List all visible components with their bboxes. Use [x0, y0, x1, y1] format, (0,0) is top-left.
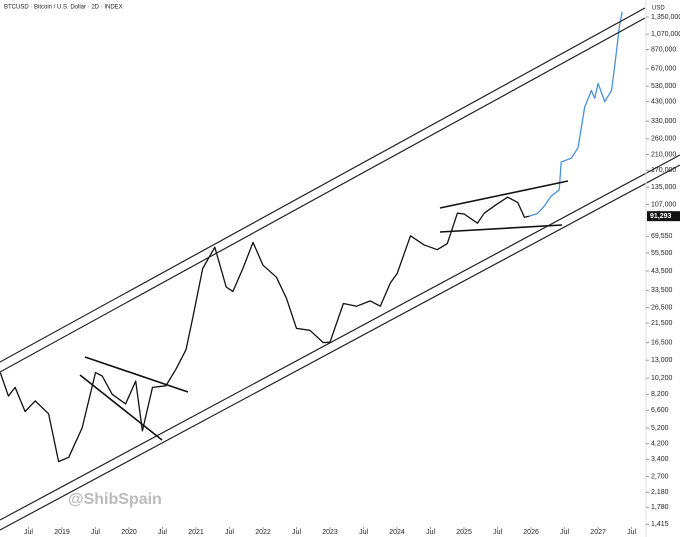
- plot-area: [0, 11, 623, 463]
- price-tag: [647, 211, 680, 222]
- price-tag-label: 91,293: [650, 213, 672, 220]
- y-tick-label: 21,500: [651, 320, 673, 327]
- y-tick-label: 3,400: [651, 456, 669, 463]
- y-tick-label: 69,550: [651, 233, 673, 240]
- y-tick-label: 170,000: [651, 167, 676, 174]
- x-tick-label: Jul: [359, 529, 368, 536]
- y-tick-label: 260,000: [651, 136, 676, 143]
- pattern-line: [439, 224, 563, 233]
- y-tick-label: 2,700: [651, 473, 669, 480]
- y-tick-label: 55,500: [651, 250, 673, 257]
- y-tick-label: 1,780: [651, 504, 669, 511]
- x-tick-label: Jul: [560, 529, 569, 536]
- channel-lower-line: [0, 154, 680, 521]
- x-tick-label: 2024: [389, 529, 405, 536]
- y-tick-label: 10,200: [651, 375, 673, 382]
- x-tick-label: 2026: [523, 529, 539, 536]
- x-tick-label: Jul: [426, 529, 435, 536]
- channel-lower-line: [0, 164, 680, 531]
- x-tick-label: Jul: [493, 529, 502, 536]
- x-tick-label: 2020: [121, 529, 137, 536]
- y-tick-label: 26,500: [651, 304, 673, 311]
- x-tick-label: Jul: [24, 529, 33, 536]
- y-tick-label: 430,000: [651, 98, 676, 105]
- x-tick-label: Jul: [627, 529, 636, 536]
- x-tick-label: 2022: [255, 529, 271, 536]
- x-tick-label: Jul: [91, 529, 100, 536]
- y-tick-label: 2,180: [651, 489, 669, 496]
- y-tick-label: 6,600: [651, 407, 669, 414]
- y-tick-label: 4,200: [651, 441, 669, 448]
- y-tick-label: 670,000: [651, 66, 676, 73]
- pattern-line: [84, 356, 189, 393]
- y-tick-label: 33,500: [651, 287, 673, 294]
- pattern-line: [79, 374, 163, 441]
- chart-title: BTCUSD · Bitcoin / U.S. Dollar · 2D · IN…: [4, 5, 123, 11]
- y-tick-label: 13,000: [651, 357, 673, 364]
- y-tick-label: 1,350,000: [651, 14, 680, 21]
- y-tick-label: 135,000: [651, 184, 676, 191]
- price-line: [0, 196, 530, 463]
- y-tick-label: 210,000: [651, 151, 676, 158]
- channel-upper-line: [0, 17, 646, 373]
- y-tick-label: 107,000: [651, 201, 676, 208]
- y-tick-label: 8,200: [651, 391, 669, 398]
- pattern-line: [439, 180, 569, 209]
- y-tick-label: 1,415: [651, 521, 669, 528]
- price-line: [528, 11, 623, 217]
- channel-upper-line: [0, 7, 646, 363]
- y-tick-label: 1,070,000: [651, 31, 680, 38]
- y-tick-label: 870,000: [651, 46, 676, 53]
- y-unit: USD: [652, 6, 665, 12]
- x-tick-label: 2019: [54, 529, 70, 536]
- y-tick-label: 16,500: [651, 339, 673, 346]
- x-tick-label: Jul: [225, 529, 234, 536]
- x-tick-label: 2023: [322, 529, 338, 536]
- y-tick-label: 330,000: [651, 118, 676, 125]
- x-tick-label: Jul: [292, 529, 301, 536]
- x-tick-label: Jul: [158, 529, 167, 536]
- x-tick-label: 2025: [456, 529, 472, 536]
- y-tick-label: 530,000: [651, 83, 676, 90]
- x-tick-label: 2027: [590, 529, 606, 536]
- y-tick-label: 43,500: [651, 268, 673, 275]
- y-tick-label: 5,200: [651, 425, 669, 432]
- x-tick-label: 2021: [188, 529, 204, 536]
- watermark: @ShibSpain: [68, 491, 162, 508]
